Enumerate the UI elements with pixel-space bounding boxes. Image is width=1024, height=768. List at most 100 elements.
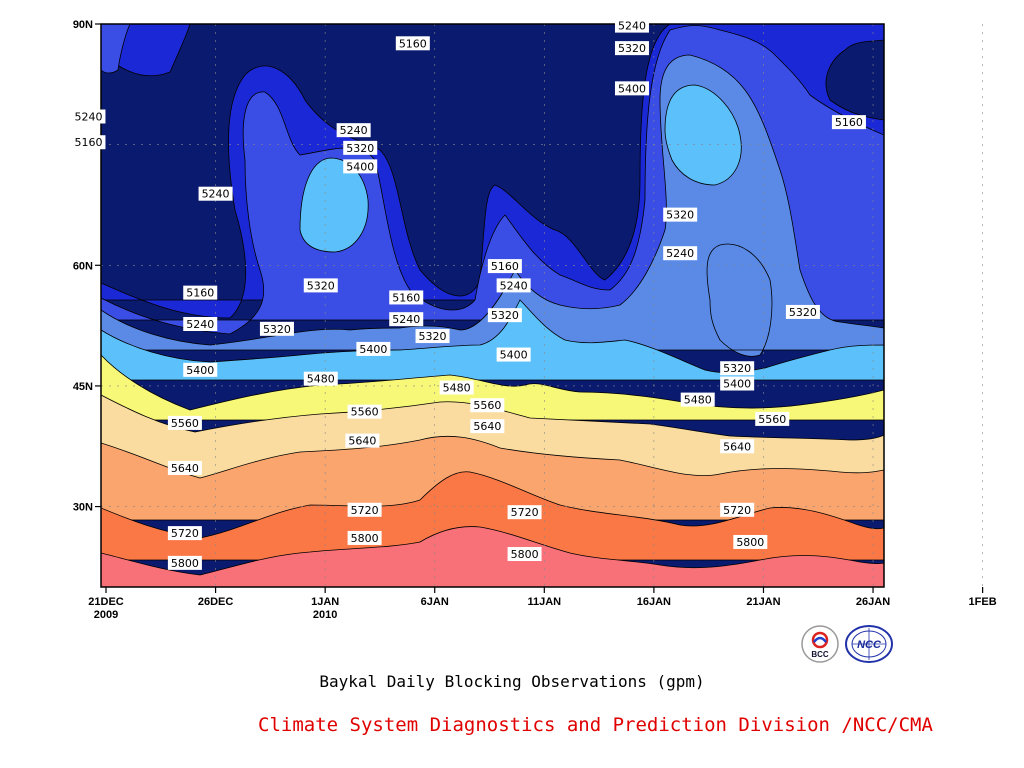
contour-label: 5240 <box>198 186 233 201</box>
contour-label-bg <box>487 259 522 274</box>
contour-label-text: 5240 <box>618 20 646 33</box>
contour-label-text: 5240 <box>666 247 694 260</box>
contour-label-text: 5240 <box>500 279 528 292</box>
contour-label-bg <box>336 123 371 138</box>
contour-label: 5240 <box>614 18 649 33</box>
contour-label-text: 5400 <box>359 343 387 356</box>
x-tick-label: 1JAN <box>311 596 339 608</box>
contour-label: 5400 <box>343 159 378 174</box>
x-tick-label: 21JAN <box>746 596 780 608</box>
contour-label-text: 5320 <box>419 330 447 343</box>
contour-label-bg <box>198 186 233 201</box>
y-tick-label: 90N <box>73 19 93 31</box>
contour-label-text: 5640 <box>171 462 199 475</box>
y-tick-label: 60N <box>73 260 93 272</box>
contour-label: 5240 <box>183 316 218 331</box>
contour-label: 5320 <box>720 361 755 376</box>
contour-label-text: 5560 <box>171 417 199 430</box>
contour-label-bg <box>470 419 505 434</box>
contour-label: 5480 <box>439 380 474 395</box>
credit-line: Climate System Diagnostics and Predictio… <box>258 714 933 736</box>
contour-label-bg <box>720 502 755 517</box>
x-tick-label: 26DEC <box>198 596 234 608</box>
contour-label: 5800 <box>167 555 202 570</box>
contour-label-bg <box>614 81 649 96</box>
x-tick-year: 2009 <box>94 609 118 621</box>
contour-label-bg <box>389 312 424 327</box>
contour-label-text: 5720 <box>511 506 539 519</box>
gridlines <box>101 24 983 587</box>
contour-label-bg <box>470 398 505 413</box>
contour-label: 5320 <box>785 304 820 319</box>
contour-label-bg <box>395 36 430 51</box>
contour-label-text: 5800 <box>511 548 539 561</box>
contour-label-text: 5240 <box>74 110 102 123</box>
contour-label: 5320 <box>614 41 649 56</box>
contour-label: 5320 <box>343 140 378 155</box>
contour-label: 5640 <box>167 460 202 475</box>
contour-label-bg <box>167 526 202 541</box>
x-tick-year: 2010 <box>313 609 337 621</box>
contour-label-bg <box>183 285 218 300</box>
contour-label-text: 5480 <box>307 373 335 386</box>
contour-label-text: 5320 <box>789 306 817 319</box>
contour-label-text: 5160 <box>835 116 863 129</box>
contour-label: 5320 <box>415 329 450 344</box>
contour-label: 5800 <box>347 530 382 545</box>
contour-label-bg <box>439 380 474 395</box>
contour-label-text: 5640 <box>723 440 751 453</box>
contour-label: 5160 <box>487 259 522 274</box>
plot-frame <box>100 23 885 588</box>
contour-label-bg <box>303 371 338 386</box>
contour-label: 5560 <box>347 404 382 419</box>
contour-label: 5320 <box>663 207 698 222</box>
contour-label-text: 5160 <box>186 287 214 300</box>
contour-label: 5320 <box>259 321 294 336</box>
band-5400-5480 <box>101 84 884 381</box>
contour-label-text: 5240 <box>202 188 230 201</box>
contour-label-text: 5720 <box>351 504 379 517</box>
contour-label-text: 5800 <box>736 536 764 549</box>
contour-label-bg <box>343 140 378 155</box>
contour-label-bg <box>259 321 294 336</box>
contour-label-text: 5320 <box>263 323 291 336</box>
contour-label: 5560 <box>755 411 790 426</box>
contour-label-bg <box>71 135 106 150</box>
contour-label-bg <box>347 530 382 545</box>
contour-label: 5240 <box>389 312 424 327</box>
contour-label-bg <box>487 308 522 323</box>
contour-label-text: 5480 <box>443 382 471 395</box>
y-axis: 90N75N60N45N30N <box>73 19 101 514</box>
contour-label-bg <box>680 392 715 407</box>
contour-label-text: 5320 <box>491 309 519 322</box>
contour-label-bg <box>614 18 649 33</box>
contour-label-text: 5400 <box>500 349 528 362</box>
contour-label-bg <box>733 534 768 549</box>
contour-label: 5160 <box>831 115 866 130</box>
x-tick-label: 11JAN <box>527 596 561 608</box>
contour-label-text: 5160 <box>392 291 420 304</box>
contour-label: 5400 <box>356 341 391 356</box>
contour-label: 5800 <box>733 534 768 549</box>
contour-label-text: 5160 <box>399 37 427 50</box>
contour-label: 5240 <box>663 246 698 261</box>
contour-label: 5560 <box>470 398 505 413</box>
contour-labels: 5160 5240 5320 5240 5160 5400 5160 5240 5320 5400… <box>71 18 866 570</box>
bcc-logo-icon: BCC <box>801 625 839 663</box>
contour-bands <box>101 24 884 587</box>
contour-label-bg <box>663 207 698 222</box>
contour-label-bg <box>167 415 202 430</box>
contour-label-bg <box>347 404 382 419</box>
contour-label-text: 5320 <box>307 279 335 292</box>
contour-label: 5480 <box>303 371 338 386</box>
contour-label-bg <box>183 316 218 331</box>
contour-label-text: 5640 <box>348 435 376 448</box>
ncc-logo-text: NCC <box>857 639 882 651</box>
contour-label: 5320 <box>303 278 338 293</box>
contour-label: 5240 <box>71 109 106 124</box>
contour-label-text: 5240 <box>186 318 214 331</box>
contour-label: 5160 <box>389 290 424 305</box>
contour-label-bg <box>831 115 866 130</box>
